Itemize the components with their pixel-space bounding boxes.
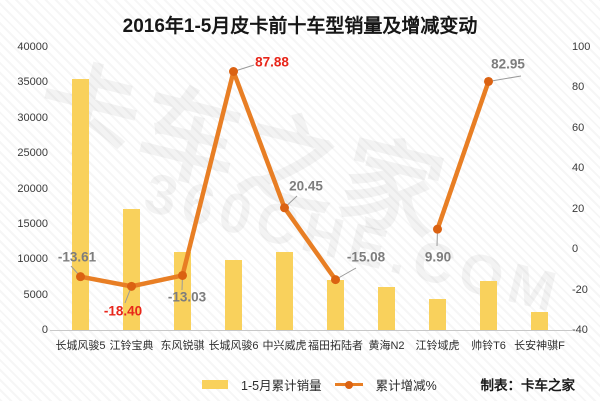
- line-marker-dot: [433, 224, 442, 234]
- change-line-segment: [78, 274, 134, 289]
- legend-line-label: 累计增减%: [375, 379, 437, 393]
- right-axis-tick-label: -20: [572, 283, 588, 296]
- sales-bar: [480, 281, 497, 330]
- right-axis-tick-label: 60: [572, 121, 585, 134]
- left-axis-tick-label: 5000: [23, 288, 48, 301]
- legend-bar-swatch: [202, 380, 228, 389]
- line-marker-dot: [331, 275, 340, 285]
- sales-bar: [378, 286, 395, 330]
- change-value-label: -18.40: [103, 303, 143, 319]
- change-value-label: -13.03: [167, 289, 207, 305]
- line-marker-dot: [484, 76, 493, 86]
- x-axis-category-label: 长城风骏6: [208, 340, 259, 352]
- right-axis-tick-label: 80: [572, 81, 585, 94]
- credit-text: 制表：卡车之家: [480, 378, 576, 393]
- x-axis-category-label: 长安神骐F: [514, 340, 565, 352]
- x-axis-category-label: 帅铃T6: [471, 340, 506, 352]
- change-value-label: -13.61: [57, 249, 97, 265]
- sales-bar: [429, 298, 446, 330]
- x-axis-category-label: 江铃宝典: [109, 340, 154, 352]
- sales-bar: [174, 252, 191, 330]
- change-line-segment: [129, 273, 185, 289]
- x-axis-category-label: 福田拓陆者: [308, 340, 363, 352]
- x-axis-category-label: 长城风骏5: [55, 340, 106, 352]
- change-value-label: -15.08: [346, 249, 386, 265]
- legend-line-marker-dot: [344, 380, 353, 389]
- x-axis-line: [50, 330, 572, 331]
- sales-bar: [225, 259, 242, 330]
- sales-bar: [531, 312, 548, 330]
- x-axis-category-label: 东风锐骐: [160, 340, 205, 352]
- left-axis-tick-label: 25000: [17, 147, 48, 160]
- line-marker-dot: [280, 203, 289, 213]
- x-axis-category-label: 江铃域虎: [415, 340, 460, 352]
- x-axis-category-label: 中兴威虎: [262, 340, 307, 352]
- right-axis-tick-label: 100: [572, 41, 591, 53]
- change-value-label: 82.95: [491, 56, 525, 72]
- change-value-label: 87.88: [255, 54, 289, 70]
- left-axis-tick-label: 30000: [17, 111, 48, 124]
- left-axis-tick-label: 10000: [17, 253, 48, 266]
- line-marker-dot: [229, 66, 238, 76]
- left-axis-tick-label: 35000: [17, 76, 48, 89]
- change-line-segment: [180, 69, 236, 278]
- change-line-segment: [282, 205, 338, 282]
- change-line-segment: [231, 69, 287, 211]
- label-leader-line: [488, 75, 522, 82]
- x-axis-category-label: 黄海N2: [368, 340, 405, 352]
- sales-bar: [327, 279, 344, 330]
- right-axis-tick-label: 20: [572, 202, 585, 215]
- change-value-label: 9.90: [424, 249, 452, 265]
- sales-bar: [123, 209, 140, 330]
- line-marker-dot: [178, 270, 187, 280]
- chart-title: 2016年1-5月皮卡前十车型销量及增减变动: [122, 16, 478, 37]
- right-axis-tick-label: 0: [572, 243, 579, 256]
- right-axis-tick-label: 40: [572, 162, 585, 175]
- line-marker-dot: [127, 281, 136, 291]
- left-axis-tick-label: 40000: [17, 41, 48, 53]
- sales-bar: [276, 252, 293, 330]
- line-marker-dot: [76, 272, 85, 282]
- left-axis-tick-label: 15000: [17, 217, 48, 230]
- left-axis-tick-label: 0: [41, 324, 48, 336]
- left-axis-tick-label: 20000: [17, 182, 48, 195]
- right-axis-tick-label: -40: [572, 324, 588, 336]
- legend-bar-label: 1-5月累计销量: [241, 379, 322, 393]
- change-value-label: 20.45: [289, 178, 323, 194]
- change-line-segment: [435, 79, 491, 232]
- sales-bar: [72, 78, 89, 330]
- legend: 1-5月累计销量 累计增减%: [202, 375, 437, 394]
- legend-line-swatch: [334, 380, 363, 389]
